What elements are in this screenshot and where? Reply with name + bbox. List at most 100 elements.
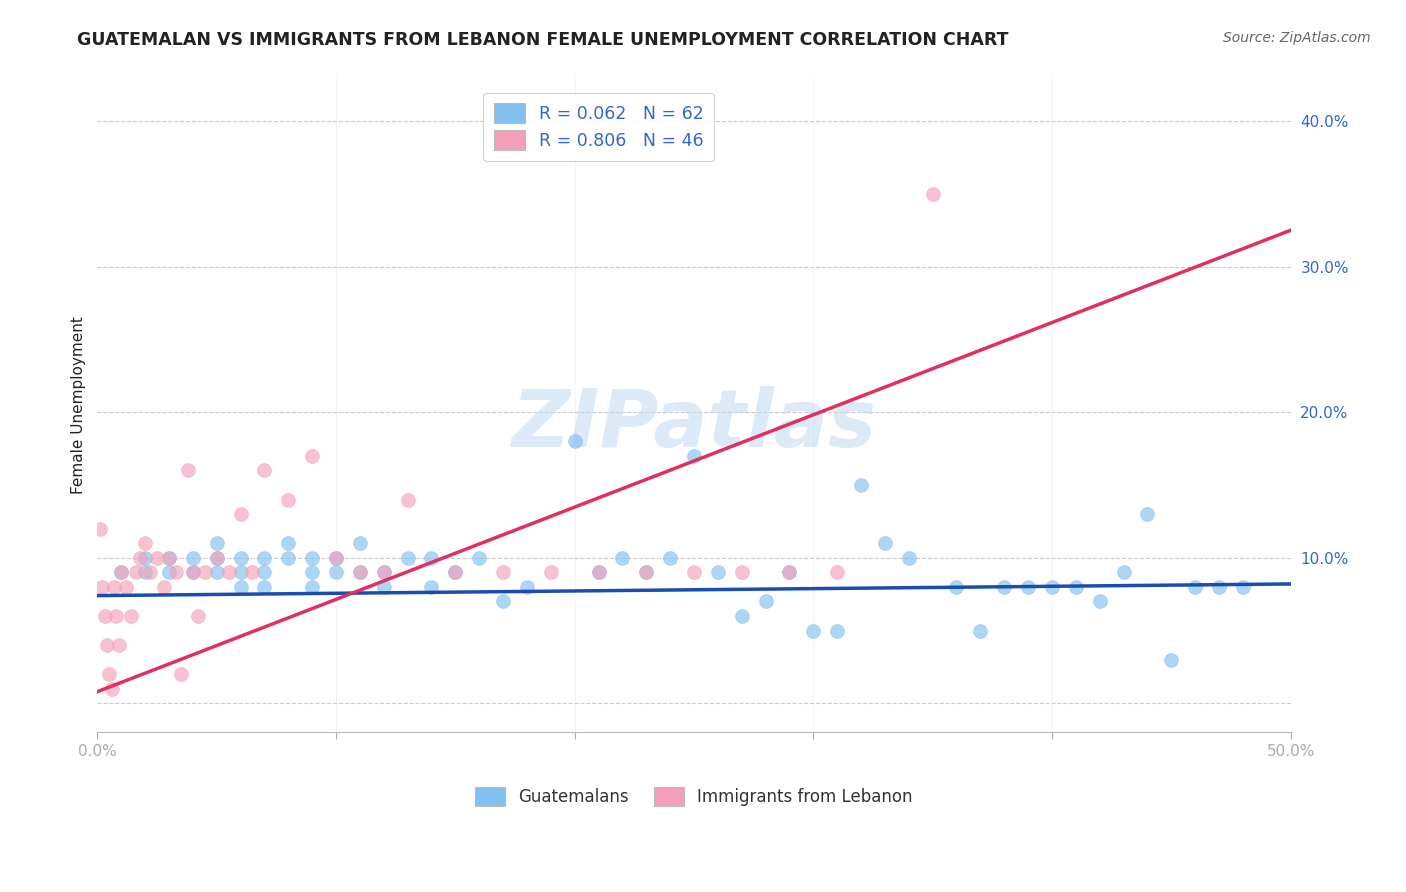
Point xyxy=(468,550,491,565)
Point xyxy=(373,566,395,580)
Point xyxy=(229,580,252,594)
Text: ZIPatlas: ZIPatlas xyxy=(512,385,876,464)
Point xyxy=(801,624,824,638)
Point xyxy=(157,550,180,565)
Point xyxy=(588,566,610,580)
Point xyxy=(157,550,180,565)
Point xyxy=(849,478,872,492)
Point xyxy=(373,580,395,594)
Point xyxy=(98,667,121,681)
Point xyxy=(778,566,800,580)
Point xyxy=(177,463,200,477)
Point xyxy=(1136,507,1159,521)
Point xyxy=(229,566,252,580)
Point xyxy=(134,536,156,550)
Point xyxy=(396,550,419,565)
Point xyxy=(129,550,152,565)
Point xyxy=(205,550,228,565)
Point xyxy=(301,580,323,594)
Point xyxy=(897,550,920,565)
Point xyxy=(1040,580,1063,594)
Point xyxy=(683,566,706,580)
Point xyxy=(194,566,217,580)
Point xyxy=(1184,580,1206,594)
Point xyxy=(253,580,276,594)
Point xyxy=(181,566,204,580)
Point xyxy=(325,550,347,565)
Point xyxy=(683,449,706,463)
Legend: Guatemalans, Immigrants from Lebanon: Guatemalans, Immigrants from Lebanon xyxy=(468,780,920,813)
Point xyxy=(444,566,467,580)
Point xyxy=(181,550,204,565)
Point xyxy=(1088,594,1111,608)
Point xyxy=(218,566,240,580)
Point xyxy=(492,594,515,608)
Point xyxy=(187,609,209,624)
Point xyxy=(205,550,228,565)
Point xyxy=(636,566,658,580)
Point xyxy=(825,624,848,638)
Point xyxy=(301,550,323,565)
Point xyxy=(349,566,371,580)
Point xyxy=(120,609,142,624)
Point xyxy=(945,580,967,594)
Point xyxy=(755,594,778,608)
Point xyxy=(100,681,122,696)
Point xyxy=(540,566,562,580)
Point xyxy=(277,492,299,507)
Point xyxy=(588,566,610,580)
Point xyxy=(564,434,586,449)
Point xyxy=(731,609,754,624)
Point xyxy=(96,638,118,652)
Text: GUATEMALAN VS IMMIGRANTS FROM LEBANON FEMALE UNEMPLOYMENT CORRELATION CHART: GUATEMALAN VS IMMIGRANTS FROM LEBANON FE… xyxy=(77,31,1010,49)
Point xyxy=(325,566,347,580)
Point xyxy=(778,566,800,580)
Point xyxy=(969,624,991,638)
Point xyxy=(181,566,204,580)
Point xyxy=(229,507,252,521)
Text: Source: ZipAtlas.com: Source: ZipAtlas.com xyxy=(1223,31,1371,45)
Point xyxy=(301,566,323,580)
Point xyxy=(373,566,395,580)
Point xyxy=(277,536,299,550)
Point xyxy=(420,550,443,565)
Point xyxy=(1160,653,1182,667)
Point xyxy=(115,580,138,594)
Point xyxy=(707,566,730,580)
Point xyxy=(105,609,128,624)
Point xyxy=(1112,566,1135,580)
Point xyxy=(420,580,443,594)
Point xyxy=(1232,580,1254,594)
Point xyxy=(396,492,419,507)
Point xyxy=(349,536,371,550)
Point xyxy=(993,580,1015,594)
Point xyxy=(873,536,896,550)
Point xyxy=(612,550,634,565)
Point xyxy=(1064,580,1087,594)
Point xyxy=(124,566,146,580)
Point xyxy=(731,566,754,580)
Point xyxy=(139,566,162,580)
Point xyxy=(205,566,228,580)
Point xyxy=(108,638,131,652)
Point xyxy=(93,609,115,624)
Point xyxy=(921,186,943,201)
Point xyxy=(492,566,515,580)
Point xyxy=(170,667,193,681)
Point xyxy=(242,566,264,580)
Point xyxy=(134,550,156,565)
Point xyxy=(636,566,658,580)
Point xyxy=(659,550,682,565)
Y-axis label: Female Unemployment: Female Unemployment xyxy=(72,316,86,494)
Point xyxy=(91,580,114,594)
Point xyxy=(277,550,299,565)
Point xyxy=(134,566,156,580)
Point xyxy=(157,566,180,580)
Point xyxy=(153,580,176,594)
Point xyxy=(349,566,371,580)
Point xyxy=(253,566,276,580)
Point xyxy=(229,550,252,565)
Point xyxy=(444,566,467,580)
Point xyxy=(516,580,538,594)
Point xyxy=(165,566,187,580)
